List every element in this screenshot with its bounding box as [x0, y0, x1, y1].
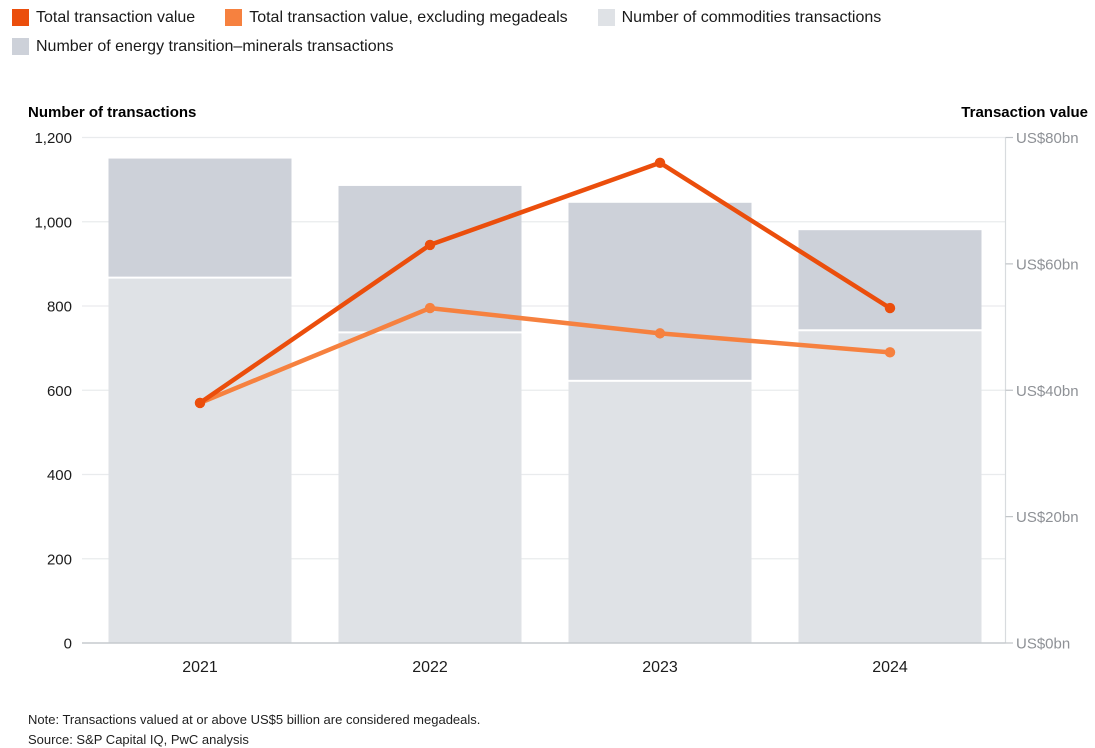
- value-line-excl-megadeals: [197, 305, 893, 406]
- right-axis-tick-label: US$80bn: [1016, 130, 1079, 147]
- legend-item-commodities: Number of commodities transactions: [597, 8, 882, 27]
- legend-swatch-total-value-icon: [12, 9, 29, 26]
- year-label: 2024: [872, 659, 908, 676]
- legend-item-total-value: Total transaction value: [12, 8, 195, 27]
- bar-commodities-segment: [568, 381, 752, 643]
- right-axis-tick-label: US$60bn: [1016, 256, 1079, 273]
- bar-commodities-segment: [108, 278, 292, 643]
- value-line-marker: [424, 302, 436, 314]
- legend-label: Number of energy transition–minerals tra…: [36, 38, 394, 55]
- value-line-marker: [194, 397, 206, 409]
- left-axis-tick-label: 600: [47, 383, 72, 400]
- legend-label: Total transaction value: [36, 9, 196, 26]
- right-axis-tick-label: US$40bn: [1016, 383, 1079, 400]
- legend-item-excl-megadeals: Total transaction value, excluding megad…: [225, 8, 568, 27]
- left-axis-tick-label: 1,000: [34, 214, 72, 231]
- year-label: 2022: [412, 659, 448, 676]
- bar-commodities-segment: [798, 331, 982, 643]
- source-text: Source: S&P Capital IQ, PwC analysis: [28, 732, 249, 747]
- left-axis-tick-label: 1,200: [34, 130, 72, 147]
- left-axis-tick-label: 400: [47, 467, 72, 484]
- bar-commodities-segment: [338, 333, 522, 643]
- left-axis-tick-label: 0: [64, 636, 72, 653]
- year-label: 2023: [642, 659, 678, 676]
- value-line-marker: [654, 328, 666, 339]
- legend-swatch-energy-transition-icon: [12, 38, 29, 55]
- legend-label: Total transaction value, excluding megad…: [249, 9, 568, 26]
- left-axis-tick-label: 800: [47, 299, 72, 316]
- value-line-marker: [884, 302, 896, 314]
- value-line-total: [197, 160, 893, 406]
- year-label: 2021: [182, 659, 218, 676]
- legend-item-energy-transition: Number of energy transition–minerals tra…: [12, 37, 394, 56]
- right-axis-title: Transaction value: [961, 104, 1088, 121]
- right-axis-tick-label: US$20bn: [1016, 509, 1079, 526]
- value-line-marker: [424, 239, 436, 251]
- chart-legend: Total transaction value Total transactio…: [12, 8, 1087, 56]
- value-line-marker: [654, 157, 666, 168]
- legend-swatch-excl-megadeals-icon: [225, 9, 243, 26]
- left-axis-tick-label: 200: [47, 551, 72, 568]
- left-axis-title: Number of transactions: [28, 104, 197, 121]
- bar-energy-transition-segment: [108, 158, 292, 277]
- legend-swatch-commodities-icon: [597, 9, 615, 26]
- bar-energy-transition-segment: [798, 230, 982, 330]
- chart-footnote: Note: Transactions valued at or above US…: [28, 710, 480, 748]
- value-line-marker: [884, 347, 896, 358]
- right-axis-tick-label: US$0bn: [1016, 636, 1070, 653]
- bar-energy-transition-segment: [568, 202, 752, 380]
- legend-label: Number of commodities transactions: [621, 9, 882, 26]
- note-text: Note: Transactions valued at or above US…: [28, 712, 481, 727]
